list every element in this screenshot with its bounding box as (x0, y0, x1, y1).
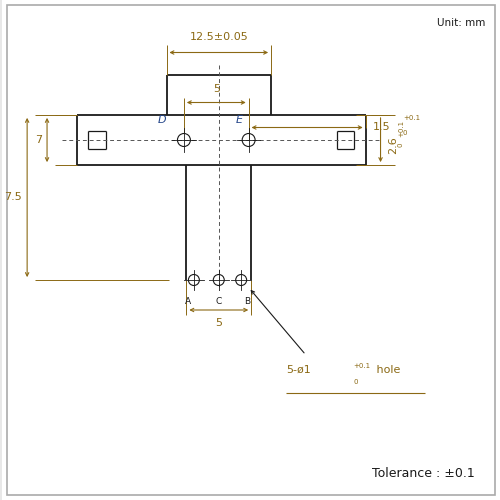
Text: +0.1: +0.1 (403, 116, 420, 121)
Text: 5-ø1: 5-ø1 (286, 365, 310, 375)
Text: 7: 7 (35, 135, 42, 145)
Text: +0.1: +0.1 (353, 364, 370, 370)
Text: Tolerance : ±0.1: Tolerance : ±0.1 (372, 467, 475, 480)
Text: A: A (186, 298, 192, 306)
Text: E: E (236, 115, 243, 125)
Text: 1.5: 1.5 (373, 122, 390, 132)
Text: B: B (244, 298, 250, 306)
Text: 2.6: 2.6 (388, 136, 398, 154)
Text: C: C (216, 298, 222, 306)
Text: 7.5: 7.5 (4, 192, 22, 202)
Text: 0: 0 (353, 379, 358, 385)
Text: 12.5±0.05: 12.5±0.05 (190, 32, 248, 42)
Text: 0: 0 (398, 142, 404, 147)
Text: 5: 5 (216, 318, 222, 328)
Text: 0: 0 (403, 130, 407, 136)
Text: Unit: mm: Unit: mm (436, 18, 485, 28)
Text: D: D (158, 115, 166, 125)
Text: hole: hole (373, 365, 400, 375)
Text: 5: 5 (213, 84, 220, 94)
Text: +0.1: +0.1 (398, 120, 404, 137)
